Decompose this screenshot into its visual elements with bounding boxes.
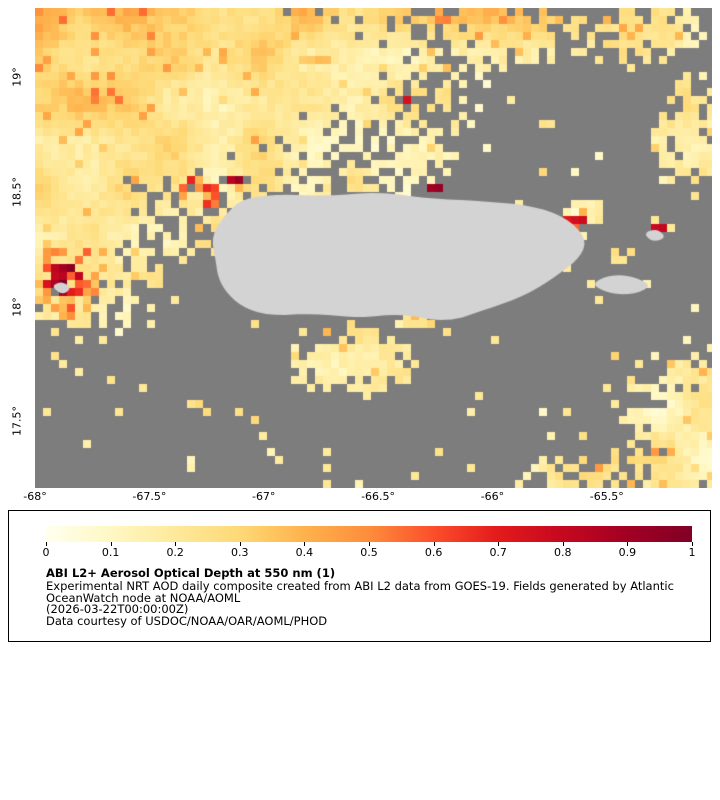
colorbar-tick-mark [562,542,564,546]
colorbar-tick-label: 1 [688,546,696,559]
aod-heatmap-canvas [35,8,712,488]
legend-description-line: OceanWatch node at NOAA/AOML [46,590,241,605]
colorbar-tick-mark [46,542,47,546]
legend-panel: ABI L2+ Aerosol Optical Depth at 550 nm … [8,510,711,642]
colorbar-gradient [46,526,692,542]
colorbar-tick-mark [627,542,629,546]
colorbar-tick-label: 0.8 [554,546,572,559]
colorbar-tick-label: 0.4 [295,546,314,559]
colorbar-tick-mark [369,542,370,546]
colorbar-tick-mark [692,542,693,546]
legend-credit-line: Data courtesy of USDOC/NOAA/OAR/AOML/PHO… [46,613,328,628]
x-axis-tick-label: -66° [480,490,505,503]
colorbar-tick-label: 0.9 [618,546,637,559]
legend-timestamp: (2026-03-22T00:00:00Z) [46,602,189,617]
colorbar-tick-mark [239,542,241,546]
colorbar-tick-label: 0.2 [166,546,184,559]
x-axis-tick-label: -65.5° [589,490,624,503]
colorbar-tick-label: 0.7 [489,546,507,559]
legend-description-line: Experimental NRT AOD daily composite cre… [46,579,674,593]
colorbar-tick-mark [433,542,435,546]
colorbar-tick-mark [304,542,306,546]
y-axis-tick-label: 17.5° [10,406,24,437]
legend-description: Experimental NRT AOD daily composite cre… [46,579,674,628]
colorbar-tick-label: 0.6 [424,546,443,559]
y-axis-tick-label: 18° [10,296,24,317]
colorbar-tick-label: 0.1 [101,546,120,559]
legend-title: ABI L2+ Aerosol Optical Depth at 550 nm … [46,566,336,580]
colorbar-tick-label: 0.3 [231,546,249,559]
x-axis-tick-label: -67° [251,490,276,503]
colorbar-tick-mark [498,542,500,546]
x-axis-tick-label: -66.5° [361,490,396,503]
x-axis-tick-label: -67.5° [132,490,167,503]
y-axis-tick-label: 19° [10,67,24,87]
x-axis-tick-label: -68° [23,490,47,503]
colorbar-tick-label: 0.5 [360,546,378,559]
colorbar-tick-label: 0 [42,546,50,559]
colorbar-tick-mark [110,542,112,546]
colorbar-tick-mark [175,542,177,546]
y-axis-tick-label: 18.5° [10,176,24,207]
